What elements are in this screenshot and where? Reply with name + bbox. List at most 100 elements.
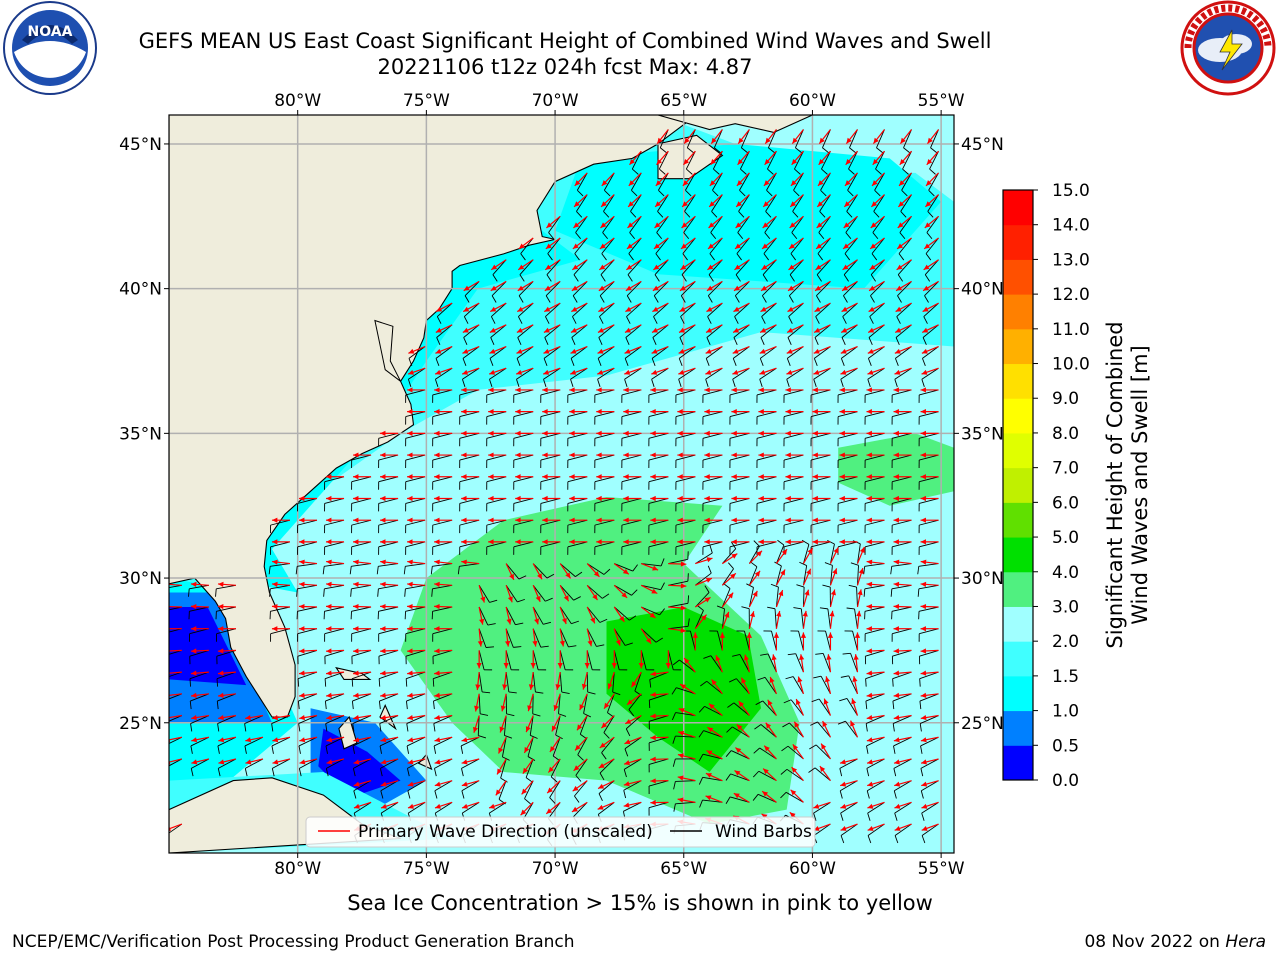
wave-arrow-head <box>789 222 796 228</box>
wind-barb <box>899 216 912 233</box>
wind-barb <box>721 608 725 629</box>
wave-arrow-head <box>896 264 903 270</box>
wave-arrow-head <box>844 180 851 186</box>
wave-arrow-head <box>819 137 825 144</box>
wind-barb <box>459 432 480 439</box>
wave-arrow-head <box>819 766 826 772</box>
wind-barb-flag <box>839 698 848 702</box>
wind-barb <box>189 606 209 612</box>
wave-arrow-head <box>272 759 279 765</box>
wind-barb-flag <box>296 588 298 597</box>
wave-arrow-head <box>353 559 359 565</box>
wind-barb <box>586 606 601 623</box>
wind-barb-flag <box>491 295 497 303</box>
wave-arrow-head <box>781 549 788 555</box>
wind-barb <box>868 324 885 338</box>
wave-arrow-head <box>785 387 791 393</box>
wave-arrow-head <box>733 306 740 312</box>
chesapeake-shore <box>374 319 402 382</box>
wind-barb <box>432 389 453 396</box>
wind-barb <box>921 780 939 792</box>
wind-barb <box>679 324 696 338</box>
wind-barb <box>459 476 480 483</box>
wind-barb <box>352 715 372 724</box>
wind-barb-flag <box>917 566 920 575</box>
wind-barb <box>576 194 588 212</box>
wind-barb <box>827 608 831 629</box>
wind-barb-flag <box>794 168 801 175</box>
wind-barb <box>434 780 453 792</box>
wind-barb-flag <box>678 358 683 366</box>
wave-arrow-head <box>472 726 478 733</box>
wind-barb <box>680 281 696 296</box>
wind-barb-flag <box>840 835 845 844</box>
wind-barb <box>892 541 912 548</box>
wind-barb <box>762 281 777 296</box>
wave-arrow-head <box>434 692 440 698</box>
wind-barb-flag <box>269 588 271 597</box>
wind-barb-flag <box>215 588 217 597</box>
wind-barb <box>705 367 723 380</box>
wave-arrow-head <box>650 713 656 719</box>
wind-barb <box>567 519 588 526</box>
wind-barb-flag <box>873 211 880 218</box>
colorbar-tick-label: 8.0 <box>1052 424 1079 444</box>
wave-arrow-head <box>565 572 571 579</box>
wind-barb <box>586 628 597 647</box>
wave-arrow <box>169 671 182 674</box>
wind-barb <box>684 194 696 212</box>
wind-barb <box>919 671 939 680</box>
wind-barb <box>169 606 182 611</box>
wind-barb <box>408 367 426 380</box>
wind-barb <box>648 432 669 439</box>
wave-arrow-head <box>765 722 772 729</box>
wave-arrow-head <box>650 756 656 762</box>
wind-barb-flag <box>504 735 513 739</box>
wind-barb <box>599 281 615 296</box>
colorbar-tick-label: 3.0 <box>1052 597 1079 617</box>
wave-arrow-head <box>544 306 551 312</box>
wind-barb <box>738 194 750 212</box>
wind-barb-flag <box>837 720 846 725</box>
wind-barb <box>532 563 548 579</box>
wave-arrow-head <box>407 648 413 654</box>
wind-barb <box>432 498 453 504</box>
wave-arrow-head <box>245 759 252 765</box>
wave-arrow-head <box>217 626 224 632</box>
wind-barb-flag <box>323 588 325 597</box>
wind-barb-flag <box>573 596 581 601</box>
wave-arrow-head <box>299 559 305 565</box>
wave-arrow-head <box>380 692 386 698</box>
wind-barb-flag <box>164 768 166 776</box>
wind-barb <box>613 650 620 670</box>
wind-barb <box>729 476 750 483</box>
wind-barb-flag <box>716 605 725 610</box>
wave-arrow-head <box>507 596 513 603</box>
wave-arrow-head <box>756 550 763 557</box>
wind-barb-flag <box>698 730 704 738</box>
wave-arrow-head <box>706 306 713 312</box>
wind-barb <box>849 129 858 148</box>
wind-barb <box>921 801 939 814</box>
wave-arrow-head <box>706 557 713 563</box>
wind-barb <box>599 302 615 317</box>
wave-arrow-head <box>767 699 773 706</box>
wave-arrow-head <box>678 708 685 714</box>
wind-barb-flag <box>896 316 901 324</box>
wave-arrow-head <box>704 474 710 480</box>
wind-barb-flag <box>576 211 583 218</box>
wind-barb <box>270 584 291 590</box>
wind-barb <box>649 671 669 681</box>
wind-barb <box>570 367 588 380</box>
wind-barb-flag <box>785 676 794 680</box>
wave-arrow-head <box>488 474 494 480</box>
wind-barb-flag <box>626 295 632 303</box>
wind-barb-flag <box>866 768 870 777</box>
wind-barb <box>817 237 831 254</box>
wave-arrow-head <box>677 387 683 393</box>
wind-barb-flag <box>682 253 688 261</box>
wave-arrow-head <box>623 452 629 458</box>
wave-arrow-head <box>922 327 929 333</box>
wind-barb-flag <box>893 790 897 799</box>
wind-barb <box>845 216 858 233</box>
